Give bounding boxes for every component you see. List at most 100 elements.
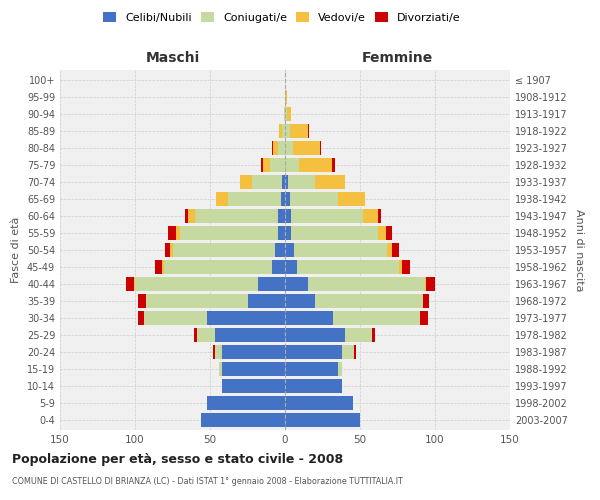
Bar — [222, 345, 285, 358]
Bar — [426, 277, 435, 291]
Bar — [331, 158, 335, 172]
Bar — [285, 124, 290, 138]
Bar — [168, 226, 176, 240]
Bar — [372, 328, 375, 342]
Bar — [285, 311, 333, 324]
Bar — [285, 209, 291, 223]
Bar — [138, 311, 144, 324]
Bar — [187, 209, 195, 223]
Bar — [277, 142, 285, 155]
Bar — [197, 328, 215, 342]
Bar — [277, 226, 285, 240]
Text: Maschi: Maschi — [145, 51, 200, 65]
Bar — [288, 176, 315, 189]
Bar — [219, 362, 222, 376]
Bar — [287, 108, 291, 121]
Text: Femmine: Femmine — [362, 51, 433, 65]
Bar — [263, 158, 270, 172]
Bar — [315, 176, 345, 189]
Bar — [290, 192, 337, 206]
Bar — [337, 362, 342, 376]
Bar — [315, 294, 423, 308]
Bar — [207, 396, 285, 409]
Bar — [308, 124, 309, 138]
Bar — [290, 124, 308, 138]
Bar — [308, 277, 425, 291]
Bar — [354, 345, 355, 358]
Bar — [248, 294, 285, 308]
Bar — [279, 124, 282, 138]
Bar — [213, 345, 215, 358]
Bar — [165, 243, 170, 257]
Bar — [222, 362, 285, 376]
Bar — [228, 192, 281, 206]
Bar — [285, 345, 342, 358]
Bar — [285, 158, 299, 172]
Bar — [285, 226, 291, 240]
Bar — [285, 294, 315, 308]
Bar — [201, 413, 285, 426]
Bar — [261, 158, 263, 172]
Bar — [285, 413, 360, 426]
Bar — [423, 294, 429, 308]
Bar — [399, 260, 402, 274]
Bar — [146, 294, 248, 308]
Bar — [216, 192, 228, 206]
Bar — [195, 209, 277, 223]
Bar — [282, 124, 285, 138]
Text: Popolazione per età, sesso e stato civile - 2008: Popolazione per età, sesso e stato civil… — [12, 452, 343, 466]
Bar — [285, 176, 288, 189]
Bar — [285, 260, 297, 274]
Bar — [215, 328, 285, 342]
Bar — [285, 277, 308, 291]
Legend: Celibi/Nubili, Coniugati/e, Vedovi/e, Divorziati/e: Celibi/Nubili, Coniugati/e, Vedovi/e, Di… — [99, 8, 465, 28]
Bar — [285, 192, 290, 206]
Bar — [133, 277, 135, 291]
Bar — [275, 243, 285, 257]
Bar — [363, 209, 378, 223]
Bar — [425, 277, 426, 291]
Bar — [293, 142, 320, 155]
Bar — [285, 108, 287, 121]
Bar — [378, 209, 381, 223]
Bar — [342, 345, 354, 358]
Bar — [155, 260, 162, 274]
Bar — [285, 362, 337, 376]
Bar — [320, 142, 321, 155]
Bar — [285, 396, 353, 409]
Bar — [207, 311, 285, 324]
Bar — [258, 277, 285, 291]
Bar — [291, 226, 378, 240]
Bar — [285, 142, 293, 155]
Bar — [294, 243, 387, 257]
Bar — [392, 243, 399, 257]
Bar — [173, 243, 275, 257]
Bar — [387, 243, 392, 257]
Bar — [126, 277, 133, 291]
Text: COMUNE DI CASTELLO DI BRIANZA (LC) - Dati ISTAT 1° gennaio 2008 - Elaborazione T: COMUNE DI CASTELLO DI BRIANZA (LC) - Dat… — [12, 478, 403, 486]
Bar — [252, 176, 282, 189]
Bar — [176, 226, 180, 240]
Bar — [282, 176, 285, 189]
Bar — [215, 345, 222, 358]
Bar — [386, 226, 392, 240]
Bar — [180, 226, 277, 240]
Bar — [420, 311, 427, 324]
Bar — [138, 294, 146, 308]
Y-axis label: Fasce di età: Fasce di età — [11, 217, 21, 283]
Bar — [285, 379, 342, 392]
Bar — [144, 311, 207, 324]
Bar — [299, 158, 331, 172]
Bar — [345, 328, 372, 342]
Bar — [333, 311, 420, 324]
Bar — [285, 243, 294, 257]
Bar — [135, 277, 258, 291]
Bar — [291, 209, 363, 223]
Bar — [193, 328, 197, 342]
Bar — [163, 260, 271, 274]
Bar — [271, 142, 273, 155]
Bar — [297, 260, 399, 274]
Bar — [285, 90, 287, 104]
Bar — [273, 142, 277, 155]
Bar — [378, 226, 386, 240]
